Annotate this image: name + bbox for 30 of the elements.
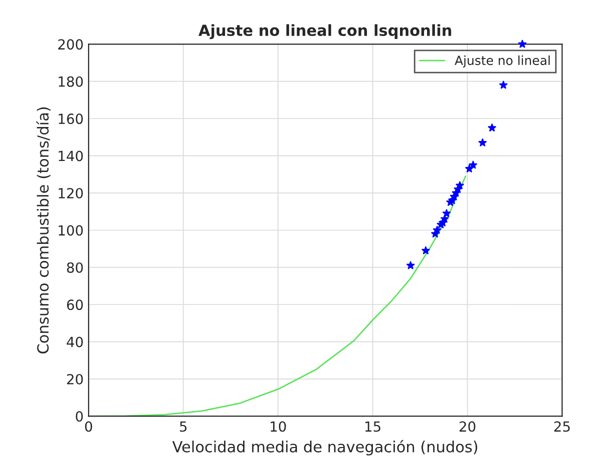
y-tick-label: 200	[58, 39, 83, 50]
point	[478, 138, 487, 146]
x-tick-label: 15	[365, 421, 380, 432]
x-axis-title: Velocidad media de navegación (nudos)	[172, 440, 478, 456]
y-tick-label: 140	[58, 150, 83, 162]
y-tick-label: 160	[58, 114, 83, 124]
y-tick-label: 20	[67, 374, 83, 384]
y-tick-label: 180	[58, 76, 83, 87]
y-tick-label: 40	[66, 336, 83, 348]
x-tick-label: 20	[460, 421, 476, 432]
x-tick-label: 0	[85, 421, 92, 432]
y-tick-label: 100	[58, 225, 83, 236]
x-tick-label: 5	[180, 421, 187, 432]
point	[465, 164, 474, 172]
chart-title: Ajuste no lineal con lsqnonlin	[198, 24, 452, 40]
x-tick-label: 10	[270, 421, 286, 432]
point	[442, 209, 451, 218]
point	[488, 124, 496, 132]
point	[518, 40, 526, 48]
y-tick-label: 60	[67, 300, 83, 310]
point	[431, 230, 440, 238]
y-tick-label: 80	[67, 262, 83, 273]
x-tick-label: 25	[554, 421, 570, 432]
point	[499, 80, 508, 89]
point	[422, 246, 430, 254]
legend-label: Ajuste no lineal	[454, 55, 550, 68]
point	[406, 261, 415, 270]
y-tick-label: 120	[58, 188, 83, 198]
y-axis-title: Consumo combustible (tons/día)	[36, 107, 51, 354]
y-tick-label: 0	[76, 411, 83, 422]
